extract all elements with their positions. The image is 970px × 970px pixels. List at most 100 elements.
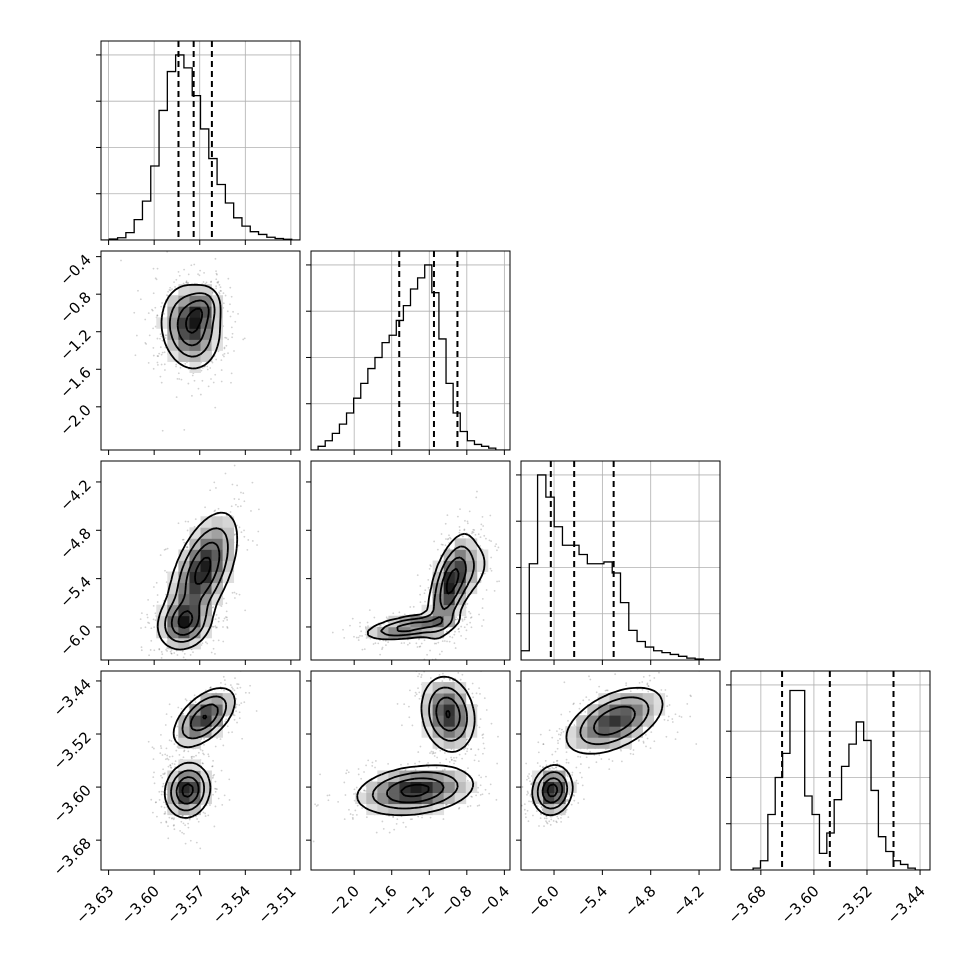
sample-point (149, 649, 152, 651)
sample-point (545, 764, 548, 767)
sample-point (231, 731, 234, 734)
sample-point (485, 709, 488, 711)
sample-point (167, 837, 170, 840)
sample-point (195, 815, 197, 818)
sample-point (195, 841, 198, 844)
contour-line (181, 714, 208, 798)
sample-point (356, 804, 359, 807)
density-cell (454, 538, 467, 550)
sample-point (169, 289, 172, 292)
density-cell (189, 615, 201, 628)
sample-point (166, 754, 169, 757)
density-cell (167, 626, 179, 639)
sample-point (365, 816, 368, 819)
contour-line (170, 541, 221, 636)
panel-frame (100, 250, 301, 451)
density-cell (200, 704, 212, 716)
sample-point (169, 766, 172, 769)
sample-point (146, 613, 149, 616)
sample-point (227, 352, 229, 355)
density-cell (388, 781, 400, 794)
density-cell (178, 306, 190, 318)
sample-point (360, 777, 363, 780)
sample-point (224, 616, 227, 618)
sample-point (343, 781, 346, 784)
sample-point (179, 366, 182, 369)
sample-point (164, 569, 166, 572)
sample-point (187, 273, 190, 276)
sample-point (434, 665, 436, 667)
density-cell (189, 759, 201, 771)
sample-point (177, 372, 180, 375)
sample-point (238, 717, 241, 720)
sample-point (238, 704, 241, 706)
sample-point (360, 630, 363, 633)
sample-point (150, 639, 153, 642)
sample-point (455, 618, 457, 621)
density-cell (189, 770, 201, 782)
sample-point (351, 816, 354, 819)
sample-point (475, 794, 478, 797)
sample-point (349, 624, 351, 627)
sample-point (419, 745, 422, 748)
sample-point (167, 765, 170, 768)
sample-point (207, 755, 210, 758)
sample-point (170, 652, 173, 655)
density-cell (410, 792, 422, 805)
sample-point (224, 336, 227, 339)
sample-point (217, 280, 220, 283)
density-cell (410, 781, 422, 794)
histogram-panel-1 (306, 250, 511, 451)
density-cell (432, 704, 445, 716)
sample-point (163, 351, 166, 354)
sample-point (460, 625, 463, 628)
sample-point (160, 733, 162, 736)
sample-point (139, 298, 142, 301)
sample-point (418, 672, 421, 675)
sample-point (456, 515, 459, 518)
sample-point (147, 740, 150, 743)
sample-point (159, 337, 161, 340)
sample-point (481, 625, 483, 627)
sample-point (160, 793, 163, 796)
sample-point (177, 706, 180, 709)
histogram-panel-0 (96, 40, 301, 241)
sample-point (433, 668, 435, 670)
sample-point (225, 337, 228, 339)
sample-point (182, 538, 185, 541)
sample-point (479, 581, 482, 584)
sample-point (466, 779, 469, 782)
density-cell (454, 560, 467, 572)
sample-point (217, 639, 220, 642)
sample-point (458, 753, 461, 756)
sample-point (345, 772, 348, 775)
sample-point (178, 247, 180, 249)
sample-point (171, 762, 174, 765)
sample-point (470, 626, 473, 629)
sample-point (464, 652, 466, 654)
sample-point (222, 744, 225, 747)
scatter-panel-2-3 (520, 670, 721, 871)
sample-point (327, 799, 330, 802)
sample-point (233, 464, 236, 467)
density-cell (167, 770, 179, 782)
sample-point (458, 529, 461, 532)
sample-point (211, 765, 214, 768)
sample-point (203, 737, 206, 740)
sample-point (488, 792, 491, 795)
density-cell (189, 626, 201, 639)
sample-point (462, 535, 464, 538)
sample-point (238, 498, 240, 501)
sample-point (588, 699, 590, 701)
sample-point (156, 355, 159, 357)
sample-point (222, 292, 225, 295)
sample-point (194, 701, 197, 704)
sample-point (152, 292, 155, 295)
panel-content (139, 464, 260, 660)
sample-point (222, 675, 225, 678)
density-cell (443, 781, 456, 794)
sample-point (419, 601, 422, 604)
sample-point (212, 759, 214, 762)
sample-point (461, 673, 464, 676)
sample-point (226, 627, 229, 629)
